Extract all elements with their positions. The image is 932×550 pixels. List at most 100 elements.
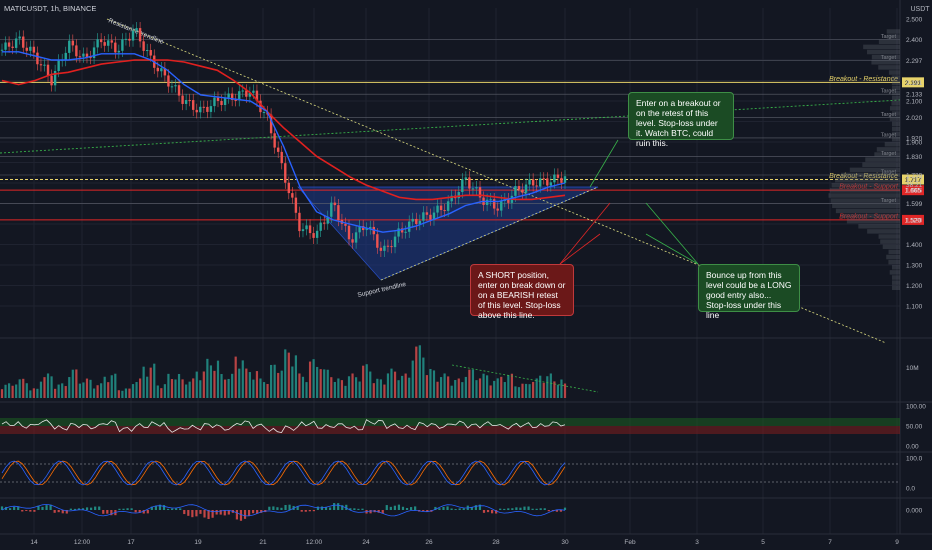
volume-bar: [415, 347, 417, 398]
macd-bar: [402, 507, 404, 510]
stoch-tick-1: 0.0: [906, 486, 915, 493]
candle: [344, 224, 346, 226]
candle: [408, 222, 410, 232]
volume-profile-bar: [879, 234, 900, 239]
price-tick-17: 1.300: [906, 263, 923, 270]
candle: [26, 48, 28, 51]
price-tick-14: 1.599: [906, 201, 923, 208]
candle: [383, 246, 385, 251]
candle: [217, 98, 219, 101]
candle: [15, 38, 17, 47]
volume-profile-bar: [836, 209, 900, 214]
candle: [224, 98, 226, 105]
volume-bar: [19, 379, 21, 398]
volume-bar: [281, 371, 283, 398]
volume-bar: [383, 385, 385, 398]
macd-bar: [544, 508, 546, 510]
macd-bar: [386, 505, 388, 510]
macd-bar: [531, 509, 533, 510]
volume-profile-bar: [890, 270, 900, 275]
volume-bar: [107, 382, 109, 398]
macd-tick: 0.000: [906, 508, 923, 515]
volume-bar: [47, 373, 49, 398]
volume-bar: [543, 383, 545, 398]
volume-bar: [305, 382, 307, 398]
macd-bar: [268, 507, 270, 510]
volume-bar: [86, 379, 88, 398]
macd-bar: [54, 510, 56, 513]
volume-bar: [433, 370, 435, 398]
candle: [429, 215, 431, 220]
macd-bar: [305, 510, 307, 512]
price-tick-19: 1.100: [906, 304, 923, 311]
macd-bar: [284, 505, 286, 510]
candle: [96, 39, 98, 47]
volume-bar: [394, 372, 396, 398]
candle: [1, 50, 3, 51]
volume-bar: [40, 382, 42, 398]
candle: [57, 60, 59, 71]
volume-bar: [550, 373, 552, 398]
candle: [273, 133, 275, 147]
candle: [125, 39, 127, 40]
volume-bar: [277, 373, 279, 398]
volume-bar: [100, 383, 102, 398]
volume-bar: [171, 379, 173, 398]
macd-bar: [560, 510, 562, 512]
macd-bar: [122, 509, 124, 510]
macd-bar: [33, 510, 35, 512]
volume-bar: [284, 349, 286, 398]
candle: [234, 100, 236, 101]
candle: [277, 148, 279, 152]
candle: [65, 53, 67, 60]
volume-profile-bar: [858, 224, 900, 229]
candle: [107, 40, 109, 45]
volume-profile-bar: [835, 178, 900, 183]
rsi-upper-band: [0, 418, 900, 426]
macd-bar: [540, 508, 542, 510]
volume-bar: [458, 378, 460, 398]
volume-profile-bar: [883, 245, 900, 250]
macd-bar: [499, 509, 501, 510]
candle: [309, 225, 311, 233]
volume-bar: [235, 357, 237, 398]
macd-bar: [536, 509, 538, 510]
rsi-tick-2: 0.00: [906, 444, 919, 451]
macd-bar: [329, 508, 331, 510]
volume-bar: [245, 369, 247, 398]
pointer-long-1: [646, 203, 698, 264]
macd-bar: [272, 506, 274, 510]
macd-bar: [515, 507, 517, 510]
volume-bar: [150, 368, 152, 398]
price-tick-18: 1.200: [906, 283, 923, 290]
volume-bar: [270, 365, 272, 398]
candle: [36, 53, 38, 65]
volume-profile-bar: [871, 60, 900, 65]
volume-bar: [429, 369, 431, 398]
volume-bar: [97, 385, 99, 398]
x-tick-10: Feb: [624, 539, 636, 546]
macd-bar: [248, 510, 250, 516]
volume-bar: [29, 390, 31, 398]
candle: [334, 203, 336, 206]
candle: [440, 206, 442, 210]
volume-bar: [493, 381, 495, 398]
candle: [316, 231, 318, 238]
volume-bar: [153, 364, 155, 398]
candle: [227, 93, 229, 97]
volume-bar: [135, 382, 137, 398]
volume-bar: [422, 358, 424, 398]
volume-bar: [178, 374, 180, 398]
candle: [497, 209, 499, 211]
volume-bar: [408, 378, 410, 398]
candle: [82, 54, 84, 57]
volume-bar: [497, 378, 499, 398]
macd-bar: [94, 507, 96, 510]
price-tick-6: 2.020: [906, 115, 923, 122]
macd-bar: [548, 510, 550, 511]
volume-bar: [1, 389, 3, 398]
macd-bar: [118, 509, 120, 510]
macd-bar: [58, 510, 60, 512]
volume-bar: [412, 361, 414, 398]
volume-profile-bar: [890, 106, 900, 111]
